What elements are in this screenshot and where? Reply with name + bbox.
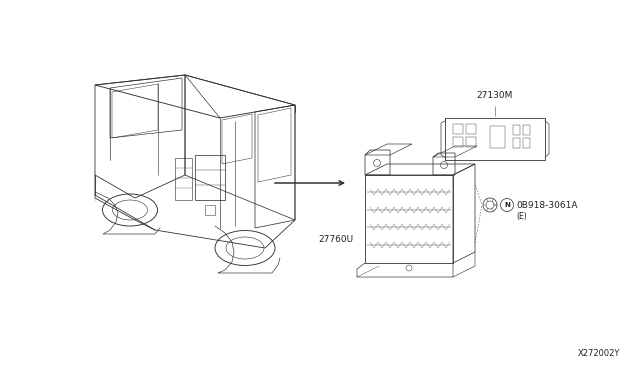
Text: 0B918-3061A: 0B918-3061A (516, 201, 577, 209)
Text: X272002Y: X272002Y (578, 349, 620, 358)
Text: 27760U: 27760U (318, 234, 353, 244)
Text: N: N (504, 202, 510, 208)
Text: (E): (E) (516, 212, 527, 221)
Text: 27130M: 27130M (477, 91, 513, 100)
